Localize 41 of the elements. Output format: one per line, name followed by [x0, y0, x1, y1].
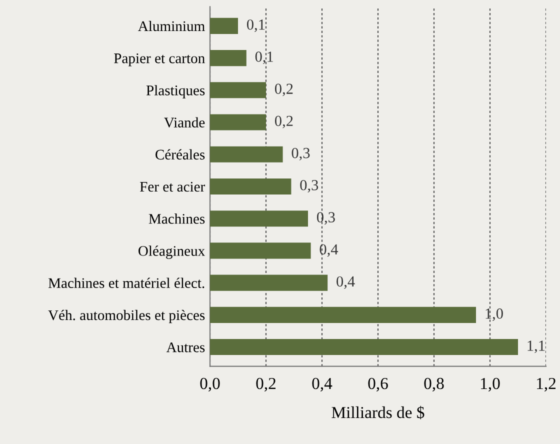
- bar: [210, 306, 476, 323]
- x-tick-label: 1,0: [481, 378, 500, 392]
- y-tick-label: Céréales: [156, 149, 205, 160]
- data-label: 0,1: [255, 52, 273, 64]
- y-tick-label: Viande: [164, 117, 205, 128]
- x-axis-title: Milliards de $: [332, 406, 424, 420]
- bar: [210, 146, 283, 162]
- bar: [210, 114, 266, 130]
- bar: [210, 18, 238, 34]
- y-tick-label: Papier et carton: [114, 53, 205, 66]
- bar: [210, 339, 518, 356]
- bar: [210, 82, 266, 98]
- bar: [210, 50, 246, 66]
- data-label: 0,3: [316, 212, 335, 225]
- x-tick-label: 0,6: [368, 378, 388, 392]
- y-tick-label: Autres: [166, 342, 205, 352]
- y-tick-label: Oléagineux: [138, 246, 205, 259]
- data-label: 0,3: [292, 148, 310, 160]
- bar: [210, 274, 328, 291]
- x-tick-label: 0,4: [312, 378, 332, 392]
- data-label: 0,4: [320, 244, 338, 257]
- data-label: 0,2: [274, 116, 293, 128]
- data-label: 0,3: [300, 180, 318, 193]
- y-tick-label: Machines et matériel élect.: [48, 278, 204, 288]
- y-tick-label: Plastiques: [146, 85, 205, 98]
- y-tick-label: Véh. automobiles et pièces: [48, 310, 205, 324]
- data-label: 1,1: [528, 340, 545, 354]
- data-label: 0,1: [246, 19, 265, 32]
- y-tick-label: Aluminium: [138, 20, 205, 32]
- bar: [210, 210, 308, 227]
- x-tick-label: 0,0: [200, 378, 220, 392]
- x-tick-label: 0,2: [256, 378, 276, 392]
- bar: [210, 242, 311, 259]
- data-label: 0,4: [336, 276, 355, 289]
- y-tick-label: Fer et acier: [140, 182, 206, 192]
- x-tick-label: 0,8: [424, 378, 444, 392]
- y-tick-label: Machines: [148, 214, 205, 224]
- bar: [210, 178, 292, 195]
- data-label: 0,2: [274, 84, 293, 96]
- x-tick-label: 1,2: [537, 378, 556, 392]
- data-label: 1,0: [486, 308, 503, 321]
